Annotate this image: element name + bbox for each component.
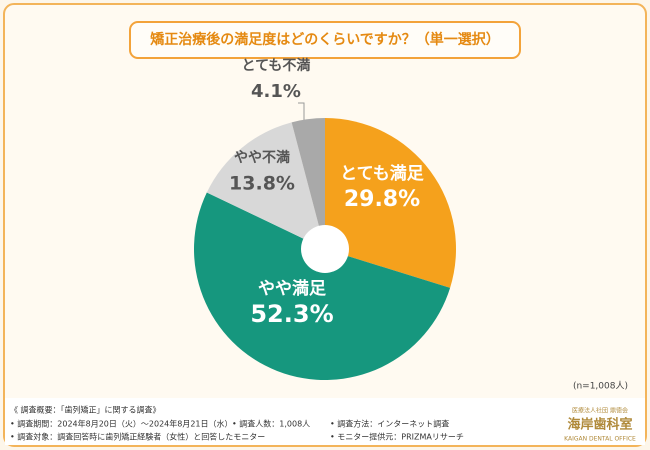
pie-hole bbox=[301, 225, 349, 273]
slice-value-label: 29.8% bbox=[344, 187, 420, 212]
slice-category-label: やや不満 bbox=[234, 149, 290, 166]
footer-text: • 調査期間：2024年8月20日（火）～2024年8月21日（水） bbox=[10, 419, 233, 429]
title-box bbox=[129, 21, 521, 59]
slice-category-label: やや満足 bbox=[258, 278, 326, 299]
pie-slice bbox=[291, 118, 325, 249]
slice-value-label: 52.3% bbox=[250, 300, 333, 328]
footer-text: • 調査人数：1,008人 bbox=[232, 419, 310, 429]
pie-slice bbox=[206, 122, 325, 249]
leader-line bbox=[298, 102, 305, 120]
pie-slice bbox=[325, 118, 456, 288]
slice-category-label: とても満足 bbox=[340, 163, 424, 184]
footer-text: 《 調査概要：「歯列矯正」に関する調査》 bbox=[10, 405, 161, 415]
pie-slice bbox=[193, 192, 451, 381]
logo-org: 医療法人社団 鼎徳会 bbox=[572, 407, 628, 415]
sample-note: (n=1,008人) bbox=[573, 381, 628, 392]
slice-value-label: 13.8% bbox=[229, 173, 295, 195]
footer-text: • モニター提供元：PRIZMAリサーチ bbox=[330, 432, 464, 442]
footer-band bbox=[5, 398, 645, 445]
footer-text: • 調査方法：インターネット調査 bbox=[330, 419, 449, 429]
slice-value-label: 4.1% bbox=[251, 81, 301, 102]
chart-title: 矯正治療後の満足度はどのくらいですか？（単一選択） bbox=[149, 31, 500, 48]
logo-sub: KAIGAN DENTAL OFFICE bbox=[564, 436, 636, 443]
logo-name: 海岸歯科室 bbox=[567, 417, 632, 433]
footer-text: • 調査対象：調査回答時に歯列矯正経験者（女性）と回答したモニター bbox=[10, 432, 265, 442]
slice-category-label: とても不満 bbox=[242, 57, 311, 74]
